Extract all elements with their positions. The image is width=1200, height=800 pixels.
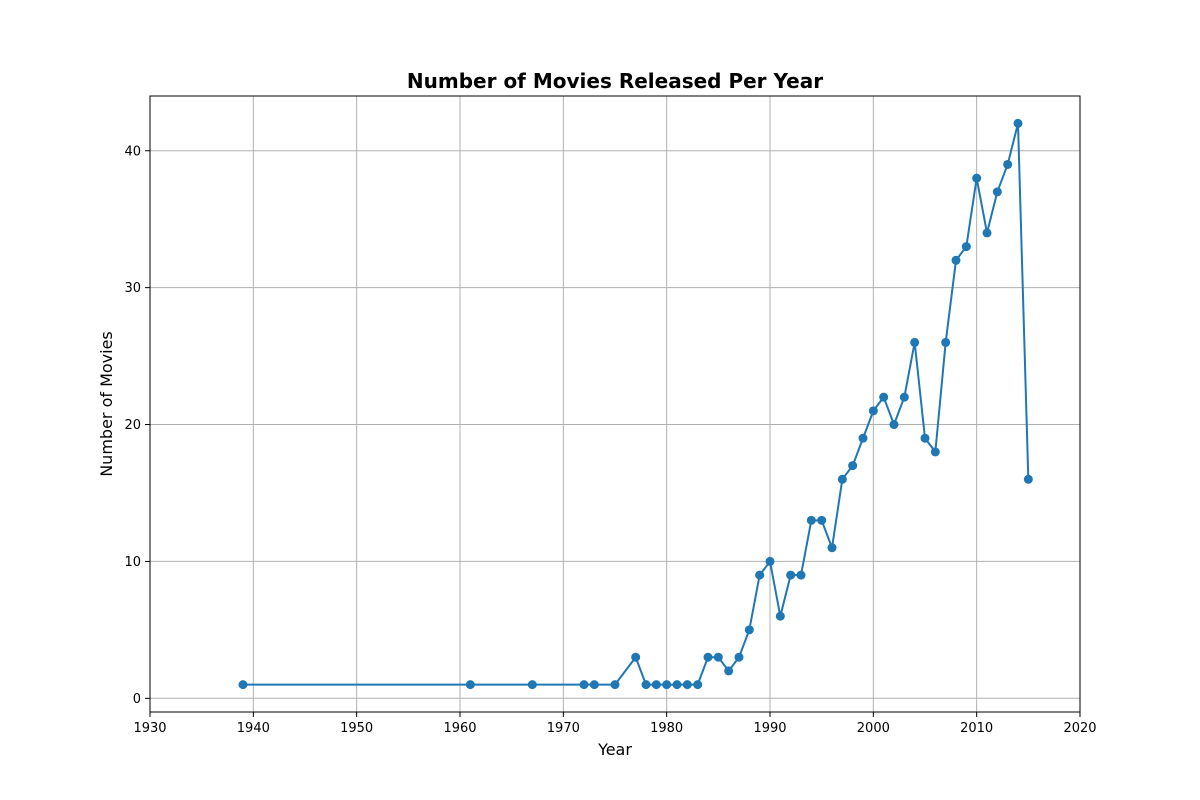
data-point xyxy=(579,680,589,690)
x-tick-label: 2010 xyxy=(960,721,993,736)
data-point xyxy=(910,337,920,347)
x-axis-label: Year xyxy=(597,740,632,759)
data-point xyxy=(837,474,847,484)
axis-ticks: 1930 1940 1950 1960 1970 1980 1990 2000 2010 2020… xyxy=(124,144,1096,736)
data-point xyxy=(755,570,765,580)
data-point xyxy=(589,680,599,690)
data-point xyxy=(868,406,878,416)
y-tick-label: 30 xyxy=(124,281,141,296)
grid xyxy=(149,96,1081,712)
data-point xyxy=(765,556,775,566)
series-line xyxy=(243,122,1030,686)
data-point xyxy=(786,570,796,580)
y-tick-label: 10 xyxy=(124,555,141,570)
data-point xyxy=(682,680,692,690)
data-point xyxy=(713,652,723,662)
data-point xyxy=(465,680,475,690)
data-point xyxy=(972,173,982,183)
data-point xyxy=(982,228,992,238)
data-point xyxy=(651,680,661,690)
data-point xyxy=(889,420,899,430)
data-point xyxy=(817,515,827,525)
data-point xyxy=(527,680,537,690)
data-point xyxy=(930,447,940,457)
y-tick-label: 0 xyxy=(133,692,141,707)
y-axis-label: Number of Movies xyxy=(97,331,116,477)
data-point xyxy=(961,242,971,252)
data-point xyxy=(1013,118,1023,128)
data-point xyxy=(941,337,951,347)
data-point xyxy=(806,515,816,525)
data-point xyxy=(734,652,744,662)
y-tick-label: 20 xyxy=(124,418,141,433)
x-tick-label: 1930 xyxy=(133,721,166,736)
y-tick-label: 40 xyxy=(124,144,141,159)
data-point xyxy=(920,433,930,443)
data-point xyxy=(1003,159,1013,169)
data-point xyxy=(827,543,837,553)
data-point xyxy=(951,255,961,265)
x-tick-label: 2000 xyxy=(857,721,890,736)
data-series xyxy=(238,118,1033,690)
data-point xyxy=(238,680,248,690)
x-tick-label: 1970 xyxy=(547,721,580,736)
data-point xyxy=(703,652,713,662)
x-tick-label: 1980 xyxy=(650,721,683,736)
data-point xyxy=(858,433,868,443)
data-point xyxy=(992,187,1002,197)
chart-title: Number of Movies Released Per Year xyxy=(407,69,823,93)
data-point xyxy=(899,392,909,402)
data-point xyxy=(1023,474,1033,484)
x-tick-label: 1950 xyxy=(340,721,373,736)
plot-area-frame xyxy=(149,95,1081,713)
data-point xyxy=(796,570,806,580)
data-point xyxy=(693,680,703,690)
data-point xyxy=(610,680,620,690)
x-tick-label: 2020 xyxy=(1063,721,1096,736)
data-point xyxy=(724,666,734,676)
data-point xyxy=(848,461,858,471)
data-point xyxy=(744,625,754,635)
data-point xyxy=(662,680,672,690)
x-tick-label: 1940 xyxy=(237,721,270,736)
x-tick-label: 1990 xyxy=(753,721,786,736)
data-point xyxy=(879,392,889,402)
data-point xyxy=(672,680,682,690)
data-point xyxy=(775,611,785,621)
x-tick-label: 1960 xyxy=(443,721,476,736)
data-point xyxy=(631,652,641,662)
data-point xyxy=(641,680,651,690)
